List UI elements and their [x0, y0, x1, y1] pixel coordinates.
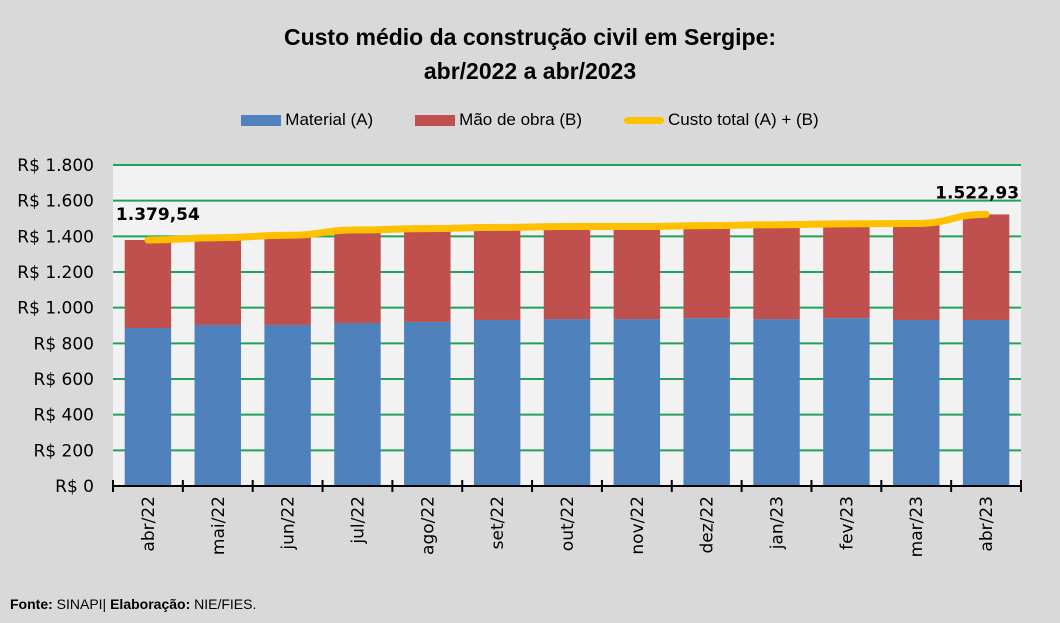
bar-material [543, 319, 591, 486]
chart-title-line2: abr/2022 a abr/2023 [423, 58, 637, 84]
y-tick-label: R$ 200 [34, 441, 94, 461]
chart-title-line1: Custo médio da construção civil em Sergi… [283, 24, 777, 50]
bar-material [962, 319, 1010, 486]
y-tick-label: R$ 1.400 [17, 227, 94, 247]
bar-labor [613, 226, 661, 320]
x-tick-label: jan/23 [768, 496, 788, 550]
legend-swatch-labor [415, 114, 456, 126]
footer-credit-label: Elaboração: [110, 596, 191, 612]
bar-labor [404, 228, 451, 322]
x-tick-label: fev/23 [837, 496, 857, 550]
x-tick-label: dez/22 [698, 496, 718, 554]
bar-labor [264, 235, 311, 325]
x-tick-label: abr/22 [139, 496, 159, 552]
y-tick-label: R$ 600 [34, 370, 94, 390]
footer-source: Fonte: SINAPI| Elaboração: NIE/FIES. [10, 596, 256, 612]
y-tick-label: R$ 1.800 [17, 156, 94, 176]
legend-label-material: Material (A) [285, 110, 374, 129]
bar-material [753, 319, 800, 486]
x-tick-label: set/22 [488, 496, 508, 549]
data-label: 1.379,54 [116, 205, 200, 225]
bar-labor [753, 224, 800, 320]
x-tick-label: jul/22 [348, 496, 368, 545]
legend-item-total: Custo total (A) + (B) [624, 110, 819, 130]
legend-item-material: Material (A) [241, 110, 373, 130]
bar-labor [124, 239, 172, 328]
bar-material [683, 318, 730, 486]
footer-source-value: SINAPI| [56, 596, 107, 612]
bar-labor [962, 214, 1010, 320]
bar-material [613, 319, 661, 486]
x-tick-label: nov/22 [628, 496, 648, 555]
data-label: 1.522,93 [935, 183, 1019, 203]
x-tick-label: mai/22 [209, 496, 229, 555]
legend-item-labor: Mão de obra (B) [415, 110, 582, 130]
x-tick-label: mar/23 [907, 496, 927, 557]
chart-legend: Material (A) Mão de obra (B) Custo total… [0, 110, 1060, 130]
legend-label-labor: Mão de obra (B) [459, 110, 582, 129]
bar-labor [893, 223, 940, 320]
footer-source-label: Fonte: [10, 596, 53, 612]
footer-credit-value: NIE/FIES. [194, 596, 257, 612]
y-tick-label: R$ 1.000 [17, 299, 94, 319]
y-tick-label: R$ 1.200 [17, 263, 94, 283]
bar-material [823, 318, 870, 486]
x-tick-label: abr/23 [977, 496, 997, 552]
y-tick-label: R$ 0 [55, 477, 94, 497]
bar-labor [194, 237, 241, 325]
bar-material [473, 319, 521, 486]
bar-labor [683, 225, 730, 319]
bar-labor [543, 226, 591, 320]
x-tick-label: ago/22 [418, 496, 438, 555]
legend-swatch-material [241, 114, 282, 126]
bar-labor [473, 227, 521, 320]
line-total [144, 210, 990, 244]
bar-material [194, 324, 241, 486]
chart-title: Custo médio da construção civil em Sergi… [0, 20, 1060, 88]
bar-material [124, 327, 172, 486]
bar-labor [334, 229, 381, 324]
bar-material [893, 319, 940, 486]
legend-swatch-total [624, 116, 664, 124]
legend-label-total: Custo total (A) + (B) [668, 110, 819, 129]
bar-material [334, 323, 381, 486]
y-tick-label: R$ 1.600 [17, 192, 94, 212]
y-tick-label: R$ 400 [34, 406, 94, 426]
bar-labor [823, 223, 870, 319]
bar-material [404, 321, 451, 486]
x-tick-label: jun/22 [279, 496, 299, 551]
y-tick-label: R$ 800 [34, 334, 94, 354]
x-tick-label: out/22 [558, 496, 578, 551]
bar-material [264, 324, 311, 486]
